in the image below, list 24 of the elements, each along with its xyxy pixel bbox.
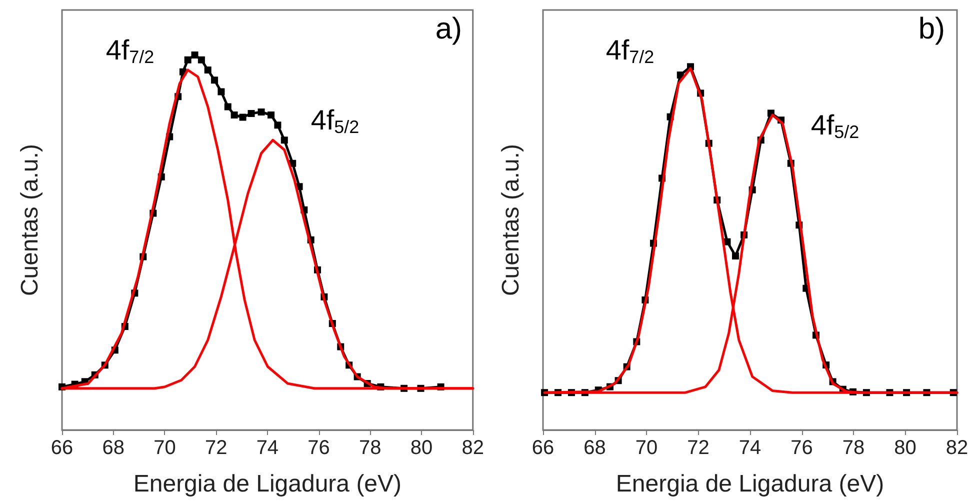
x-tick-label: 80: [894, 437, 916, 459]
x-tick-label: 68: [102, 437, 124, 459]
x-tick-label: 76: [790, 437, 813, 459]
x-tick-label: 78: [842, 437, 865, 459]
x-tick-label: 82: [462, 437, 484, 459]
x-axis-title: Energia de Ligadura (eV): [616, 470, 884, 498]
x-tick-label: 80: [410, 437, 433, 459]
x-tick-label: 82: [946, 437, 968, 459]
text: b): [918, 12, 946, 46]
x-tick-label: 66: [532, 437, 554, 459]
x-tick-label: 70: [154, 437, 176, 459]
x-tick-label: 66: [50, 437, 74, 459]
y-axis-title: Cuentas (a.u.): [498, 144, 524, 296]
text: a): [435, 12, 462, 46]
x-tick-label: 72: [204, 437, 228, 459]
x-tick-label: 70: [635, 437, 658, 459]
x-tick-label: 78: [359, 437, 382, 459]
x-tick-label: 74: [256, 437, 279, 459]
x-axis-title: Energia de Ligadura (eV): [133, 470, 402, 498]
x-tick-label: 76: [308, 437, 330, 459]
x-tick-label: 74: [738, 437, 762, 459]
x-tick-label: 68: [584, 437, 606, 459]
x-tick-label: 72: [687, 437, 710, 459]
y-axis-title: Cuentas (a.u.): [16, 144, 44, 296]
